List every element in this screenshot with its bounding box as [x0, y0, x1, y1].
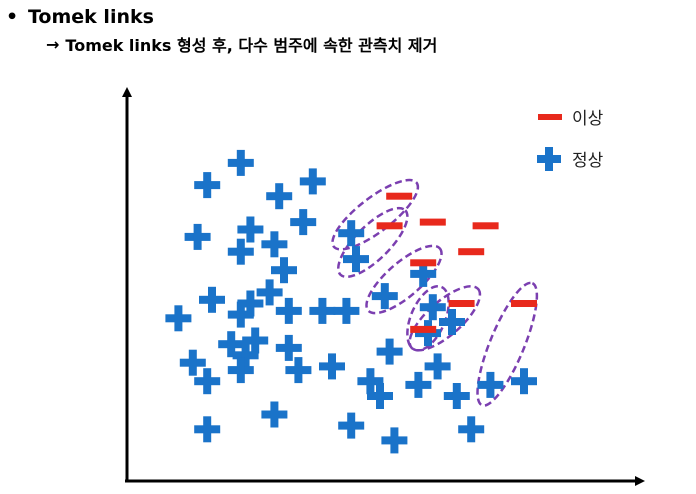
tomek-link-ellipse [476, 281, 539, 407]
data-points [165, 149, 537, 454]
heading-title: Tomek links [28, 6, 154, 28]
majority-point-plus [237, 216, 264, 243]
tomek-link-ellipse [406, 285, 450, 352]
majority-point-plus [415, 320, 441, 347]
majority-point-plus [357, 368, 384, 395]
bullet-marker: • [6, 6, 19, 28]
legend-minority-label: 이상 [572, 109, 604, 129]
majority-point-plus [194, 368, 221, 395]
majority-point-plus [194, 172, 221, 199]
majority-point-plus [227, 301, 254, 328]
majority-point-plus [343, 246, 369, 273]
majority-point-plus [338, 412, 365, 439]
arrow-icon: → [46, 34, 60, 54]
majority-point-plus [367, 383, 393, 409]
majority-point-plus [199, 286, 225, 313]
majority-point-plus [194, 416, 221, 443]
majority-point-plus [218, 331, 245, 358]
majority-point-plus [319, 353, 345, 380]
majority-point-plus [376, 338, 403, 365]
majority-point-plus [227, 357, 254, 384]
majority-point-plus [299, 168, 326, 195]
minority-point-minus [410, 259, 437, 267]
majority-point-plus [227, 238, 254, 265]
majority-point-plus [338, 220, 365, 247]
majority-point-plus [419, 294, 446, 321]
legend-minus-icon [538, 114, 562, 120]
tomek-link-ellipse [408, 285, 482, 352]
minority-point-minus [511, 300, 537, 307]
majority-point-plus [261, 231, 288, 258]
majority-point-plus [237, 290, 264, 317]
minority-point-minus [458, 248, 485, 256]
majority-point-plus [458, 416, 485, 443]
legend: 이상 정상 [537, 109, 604, 171]
tomek-link-ellipse [365, 244, 443, 315]
majority-point-plus [165, 305, 192, 332]
majority-point-plus [290, 209, 317, 236]
legend-majority-label: 정상 [572, 151, 604, 171]
legend-plus-icon [537, 147, 561, 171]
sub-heading-text: Tomek links 형성 후, 다수 범주에 속한 관측치 제거 [65, 36, 438, 55]
minority-point-minus [419, 218, 446, 226]
majority-point-plus [424, 353, 451, 380]
minority-point-minus [472, 222, 499, 230]
bullet-heading: • Tomek links [6, 4, 154, 30]
majority-point-plus [443, 383, 470, 409]
majority-point-plus [285, 357, 312, 384]
majority-point-plus [275, 297, 302, 324]
majority-point-plus [256, 279, 283, 306]
majority-point-plus [405, 371, 432, 398]
majority-point-plus [261, 401, 288, 428]
majority-point-plus [275, 334, 302, 361]
minority-point-minus [410, 325, 437, 333]
majority-point-plus [477, 371, 504, 398]
majority-point-plus [381, 427, 408, 454]
majority-point-plus [266, 183, 293, 210]
majority-point-plus [511, 368, 537, 395]
minority-point-minus [448, 300, 475, 307]
majority-point-plus [184, 223, 211, 250]
majority-point-plus [410, 260, 437, 287]
minority-point-minus [376, 222, 403, 230]
majority-point-plus [179, 349, 206, 376]
majority-point-plus [309, 297, 336, 324]
majority-point-plus [439, 309, 465, 335]
majority-point-plus [371, 283, 398, 310]
majority-point-plus [271, 257, 297, 284]
sub-heading: → Tomek links 형성 후, 다수 범주에 속한 관측치 제거 [46, 32, 437, 56]
tomek-link-ellipse [331, 178, 420, 251]
majority-point-plus [227, 149, 254, 176]
axes [122, 87, 645, 486]
majority-point-plus [242, 327, 269, 354]
minority-point-minus [386, 192, 413, 200]
majority-point-plus [232, 342, 259, 369]
majority-point-plus [333, 297, 360, 324]
